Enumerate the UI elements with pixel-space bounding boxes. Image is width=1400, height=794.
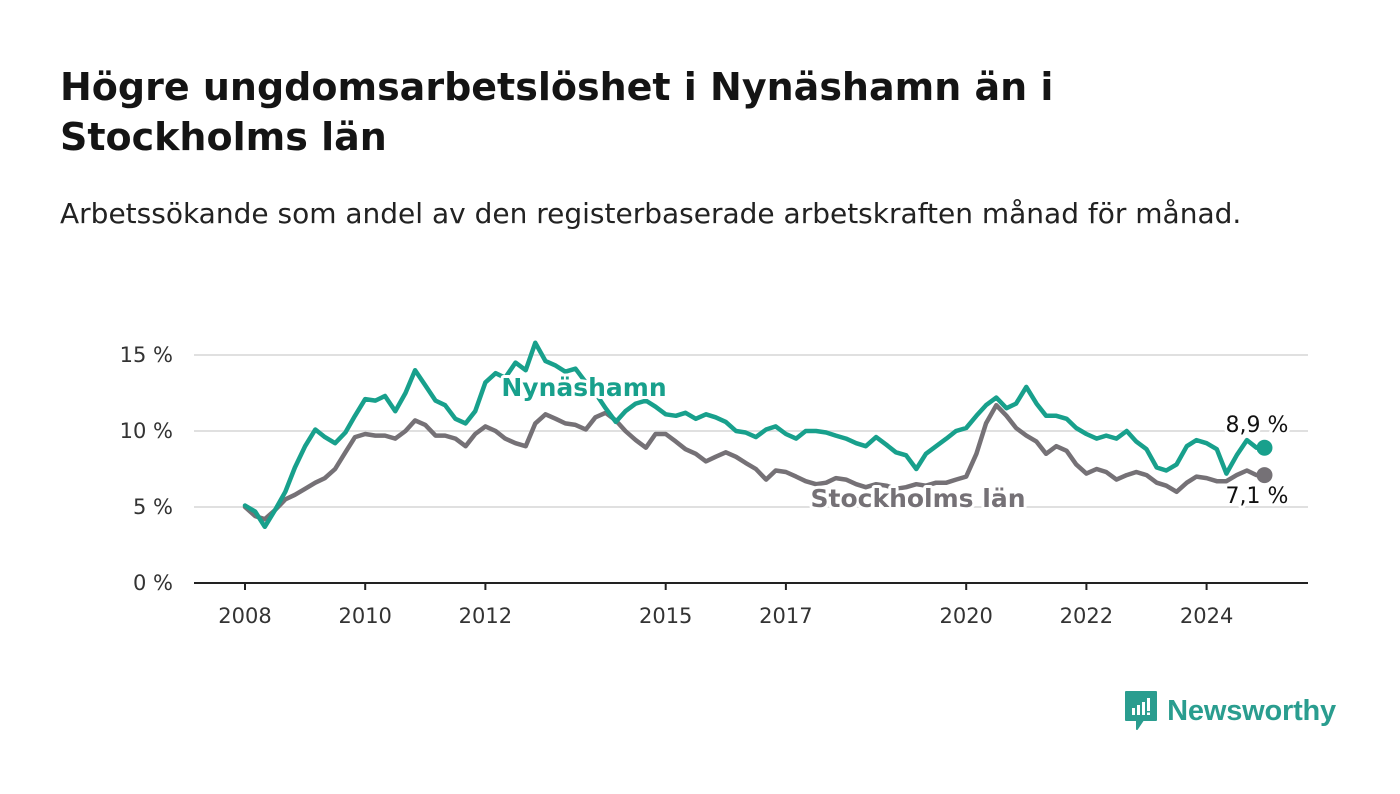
chart-bubble-icon	[1125, 691, 1158, 730]
x-tick-label: 2012	[459, 604, 512, 628]
chart-subtitle: Arbetssökande som andel av den registerb…	[60, 197, 1242, 230]
chart-title: Högre ungdomsarbetslöshet i Nynäshamn än…	[60, 65, 1054, 159]
grid-lines	[194, 354, 1308, 584]
end-point-stockholms-lan	[1256, 467, 1273, 484]
x-tick-label: 2010	[338, 604, 391, 628]
x-axis-ticks: 2008 2010 2012 2015 2017 2020 2022 2024	[218, 583, 1233, 628]
x-tick-label: 2015	[639, 604, 692, 628]
series-line-nynashamn	[242, 340, 1259, 530]
series-label-nynashamn: Nynäshamn	[501, 373, 666, 402]
end-point-nynashamn	[1256, 439, 1273, 456]
end-value-nynashamn: 8,9 %	[1226, 413, 1289, 438]
y-tick-label: 0 %	[133, 571, 173, 595]
end-label-halo: 7,1 %	[1226, 484, 1289, 509]
brand-name: Newsworthy	[1167, 694, 1336, 727]
series-line-stockholms-lan	[242, 402, 1259, 522]
x-tick-label: 2024	[1180, 604, 1233, 628]
x-tick-label: 2017	[759, 604, 812, 628]
series-label-stockholms-lan: Stockholms län	[811, 484, 1026, 513]
series-label-halo: Stockholms län	[811, 484, 1026, 513]
end-value-stockholms-lan: 7,1 %	[1226, 484, 1289, 509]
x-tick-label: 2020	[939, 604, 992, 628]
y-tick-label: 15 %	[120, 343, 173, 367]
x-tick-label: 2008	[218, 604, 271, 628]
x-tick-label: 2022	[1060, 604, 1113, 628]
series-label-halo: Nynäshamn	[501, 373, 666, 402]
y-tick-label: 5 %	[133, 495, 173, 519]
end-label-halo: 8,9 %	[1226, 413, 1289, 438]
newsworthy-logo: Newsworthy	[1123, 689, 1336, 733]
y-axis-ticks: 0 % 5 % 10 % 15 %	[120, 343, 173, 595]
series-lines	[242, 340, 1273, 530]
y-tick-label: 10 %	[120, 419, 173, 443]
